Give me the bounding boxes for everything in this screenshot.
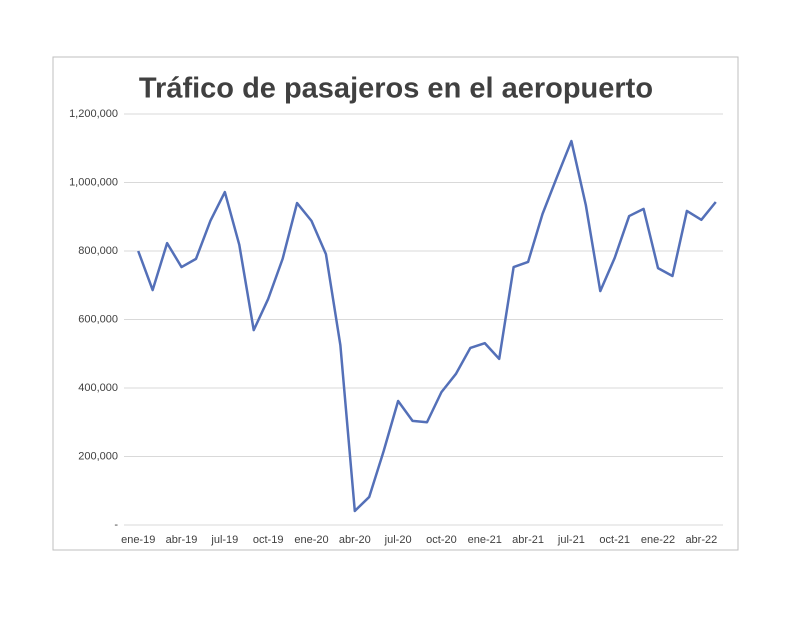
y-tick-label: 400,000	[78, 382, 118, 394]
x-tick-label: abr-20	[339, 534, 371, 546]
x-tick-label: oct-21	[599, 534, 630, 546]
x-tick-label: ene-19	[121, 534, 155, 546]
x-tick-label: jul-20	[384, 534, 412, 546]
y-tick-label: -	[114, 519, 118, 531]
data-line	[137, 139, 717, 513]
x-tick-label: oct-19	[253, 534, 284, 546]
chart-border	[52, 56, 739, 551]
y-tick-label: 1,200,000	[69, 108, 118, 120]
x-tick-label: ene-20	[294, 534, 328, 546]
x-tick-label: jul-19	[210, 534, 238, 546]
y-tick-label: 200,000	[78, 450, 118, 462]
y-tick-label: 800,000	[78, 245, 118, 257]
x-tick-label: abr-21	[512, 534, 544, 546]
x-tick-label: oct-20	[426, 534, 457, 546]
y-tick-label: 1,000,000	[69, 176, 118, 188]
chart-title: Tráfico de pasajeros en el aeropuerto	[139, 73, 653, 105]
x-tick-label: abr-19	[166, 534, 198, 546]
y-tick-label: 600,000	[78, 313, 118, 325]
x-tick-label: jul-21	[557, 534, 585, 546]
x-tick-label: ene-21	[468, 534, 502, 546]
x-tick-label: abr-22	[685, 534, 717, 546]
x-tick-label: ene-22	[641, 534, 675, 546]
